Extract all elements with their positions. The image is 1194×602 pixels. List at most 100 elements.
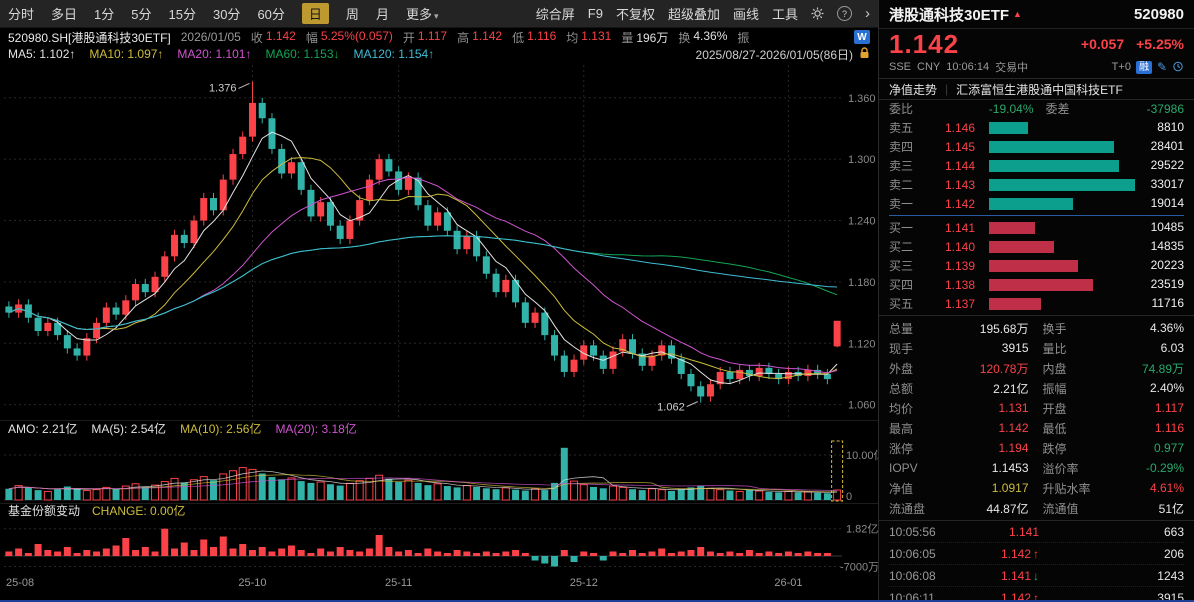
info-label: 高: [457, 30, 470, 45]
stat-row: 净值 1.0917 升贴水率 4.61%: [889, 478, 1184, 498]
depth-area: 29522: [989, 156, 1184, 175]
edit-icon[interactable]: ✎: [1156, 60, 1167, 74]
info-field-幅: 幅 5.25%(0.057): [306, 29, 393, 46]
gear-icon[interactable]: [811, 7, 824, 20]
info-value: 1.131: [581, 28, 612, 43]
volume-chart[interactable]: 10.00亿 0: [0, 436, 878, 502]
stat-label: 升贴水率: [1042, 481, 1091, 496]
tool-综合屏[interactable]: 综合屏: [535, 7, 575, 22]
depth-area: 28401: [989, 137, 1184, 156]
svg-text:1.180: 1.180: [848, 277, 876, 289]
help-icon[interactable]: ?: [837, 6, 852, 21]
sell-depth-bar: [989, 121, 1028, 134]
nav-netvalue-link[interactable]: 净值走势: [889, 82, 938, 97]
tick-price: 1.141: [1008, 524, 1039, 539]
trade-tick: 10:06:11 1.142 ↑ 3915: [889, 587, 1184, 602]
order-book-row-卖二[interactable]: 卖二 1.143 33017: [889, 175, 1184, 194]
panel-header: 港股通科技30ETF ▲ 520980: [879, 0, 1194, 29]
alarm-icon[interactable]: [1172, 60, 1184, 75]
chart-date: 2026/01/05: [180, 30, 241, 44]
stat-row: 涨停 1.194 跌停 0.977: [889, 438, 1184, 458]
info-field-均: 均 1.131: [566, 29, 611, 46]
period-tab-更多[interactable]: 更多 ▾: [405, 7, 439, 22]
tool-工具[interactable]: 工具: [771, 7, 798, 22]
stat-row: 总额 2.21亿 振幅 2.40%: [889, 378, 1184, 398]
weicha-label: 委差: [1045, 102, 1070, 116]
stat-label: 最高: [889, 421, 914, 436]
stat-row: 总量 195.68万 换手 4.36%: [889, 318, 1184, 338]
x-axis-label: 26-01: [774, 577, 803, 589]
last-price: 1.142: [889, 28, 960, 59]
period-tab-分时[interactable]: 分时: [8, 7, 35, 22]
svg-text:1.120: 1.120: [848, 338, 876, 350]
ma-value: MA10: 1.097↑: [89, 47, 164, 61]
info-value: 1.142: [472, 28, 503, 43]
svg-text:10.00亿: 10.00亿: [846, 449, 878, 462]
tool-画线[interactable]: 画线: [732, 7, 759, 22]
order-book-row-卖三[interactable]: 卖三 1.144 29522: [889, 156, 1184, 175]
volume-ma-value: MA(5): 2.54亿: [91, 421, 167, 436]
order-book-row-卖一[interactable]: 卖一 1.142 19014: [889, 194, 1184, 213]
info-label: 低: [512, 30, 525, 45]
order-book-row-买二[interactable]: 买二 1.140 14835: [889, 237, 1184, 256]
stat-value: 6.03: [1160, 341, 1184, 355]
price-change-pct: +5.25%: [1136, 36, 1184, 52]
wencai-icon[interactable]: W: [854, 30, 870, 44]
tool-不复权[interactable]: 不复权: [615, 7, 655, 22]
stat-label: 涨停: [889, 441, 914, 456]
period-tab-1分[interactable]: 1分: [94, 7, 115, 22]
order-book-row-买一[interactable]: 买一 1.141 10485: [889, 218, 1184, 237]
lock-icon[interactable]: [859, 46, 870, 62]
down-arrow-icon: ↓: [1033, 568, 1039, 583]
time-axis: 25-08 25-10 25-11 25-12 26-01: [0, 577, 878, 593]
stat-value: 74.89万: [1141, 361, 1184, 376]
period-tab-月[interactable]: 月: [375, 7, 389, 22]
stat-label: 跌停: [1042, 441, 1067, 456]
period-tab-5分[interactable]: 5分: [131, 7, 152, 22]
stat-label: 流通值: [1042, 501, 1079, 516]
stat-value: -0.29%: [1145, 461, 1184, 475]
info-field-振: 振: [737, 29, 749, 46]
chevron-right-icon[interactable]: ›: [865, 5, 870, 22]
fund-share-chart[interactable]: 1.82亿 -7000万: [0, 518, 878, 574]
info-label: 振: [737, 30, 750, 45]
nav-linked-fund-link[interactable]: 汇添富恒生港股通中国科技ETF: [956, 82, 1123, 97]
period-tab-60分[interactable]: 60分: [257, 7, 285, 22]
buy-level-label: 买二: [889, 240, 914, 254]
info-label: 幅: [305, 30, 318, 45]
stat-value: 1.116: [1154, 421, 1184, 435]
order-price: 1.143: [944, 177, 975, 192]
order-book-row-买三[interactable]: 买三 1.139 20223: [889, 256, 1184, 275]
tick-price: 1.141 ↓: [1000, 568, 1039, 583]
order-volume: 11716: [1151, 296, 1184, 310]
period-tab-周[interactable]: 周: [345, 7, 359, 22]
period-tab-多日[interactable]: 多日: [51, 7, 78, 22]
buy-level-label: 买三: [889, 259, 914, 273]
tool-F9[interactable]: F9: [587, 6, 603, 21]
dropdown-caret-icon: ▾: [433, 11, 439, 21]
stat-row: IOPV 1.1453 溢价率 -0.29%: [889, 458, 1184, 478]
info-label: 均: [566, 30, 579, 45]
volume-header: AMO: 2.21亿 MA(5): 2.54亿 MA(10): 2.56亿 MA(20…: [0, 420, 878, 436]
order-book-row-卖四[interactable]: 卖四 1.145 28401: [889, 137, 1184, 156]
stat-value: 51亿: [1158, 501, 1184, 516]
margin-badge[interactable]: 融: [1135, 60, 1152, 74]
order-book-row-买四[interactable]: 买四 1.138 23519: [889, 275, 1184, 294]
period-tab-日[interactable]: 日: [301, 3, 329, 24]
order-volume: 23519: [1150, 277, 1184, 291]
volume-ma-value: MA(10): 2.56亿: [180, 421, 262, 436]
order-price: 1.145: [944, 139, 975, 154]
t0-badge: T+0: [1111, 61, 1131, 73]
candlestick-chart[interactable]: 1.360 1.300 1.240 1.180 1.120 1.060 1.376 1.062: [0, 63, 878, 419]
tool-超级叠加[interactable]: 超级叠加: [667, 7, 720, 22]
order-book-row-买五[interactable]: 买五 1.137 11716: [889, 294, 1184, 313]
depth-area: 19014: [989, 194, 1184, 213]
exchange-label: SSE: [889, 61, 912, 73]
tick-volume: 1243: [1157, 568, 1184, 583]
period-tab-15分[interactable]: 15分: [168, 7, 196, 22]
period-tab-30分[interactable]: 30分: [212, 7, 241, 22]
ma-value: MA120: 1.154↑: [353, 47, 435, 61]
order-book-row-卖五[interactable]: 卖五 1.146 8810: [889, 118, 1184, 137]
info-label: 收: [250, 30, 263, 45]
stat-value: 120.78万: [979, 361, 1029, 376]
